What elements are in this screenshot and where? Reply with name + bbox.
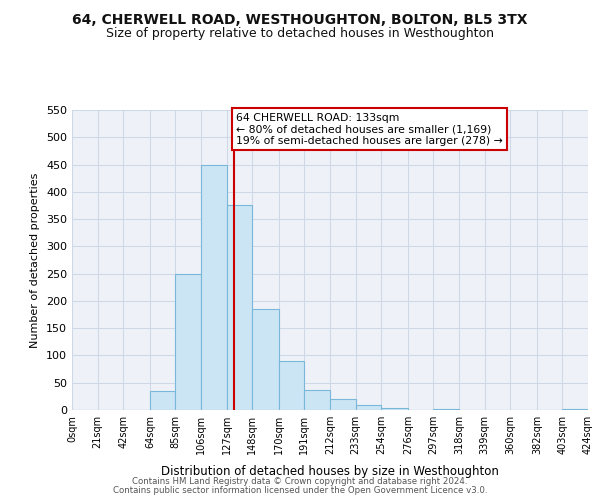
Text: Contains HM Land Registry data © Crown copyright and database right 2024.: Contains HM Land Registry data © Crown c… xyxy=(132,477,468,486)
Bar xyxy=(252,309,279,410)
Bar xyxy=(356,404,381,410)
Text: Size of property relative to detached houses in Westhoughton: Size of property relative to detached ho… xyxy=(106,28,494,40)
Bar xyxy=(227,206,252,410)
X-axis label: Distribution of detached houses by size in Westhoughton: Distribution of detached houses by size … xyxy=(161,466,499,478)
Text: 64 CHERWELL ROAD: 133sqm
← 80% of detached houses are smaller (1,169)
19% of sem: 64 CHERWELL ROAD: 133sqm ← 80% of detach… xyxy=(236,112,503,146)
Bar xyxy=(304,390,330,410)
Bar xyxy=(279,361,304,410)
Bar xyxy=(330,399,356,410)
Bar xyxy=(381,408,408,410)
Bar xyxy=(150,391,175,410)
Bar xyxy=(201,164,227,410)
Bar xyxy=(175,274,201,410)
Y-axis label: Number of detached properties: Number of detached properties xyxy=(31,172,40,348)
Text: Contains public sector information licensed under the Open Government Licence v3: Contains public sector information licen… xyxy=(113,486,487,495)
Text: 64, CHERWELL ROAD, WESTHOUGHTON, BOLTON, BL5 3TX: 64, CHERWELL ROAD, WESTHOUGHTON, BOLTON,… xyxy=(72,12,528,26)
